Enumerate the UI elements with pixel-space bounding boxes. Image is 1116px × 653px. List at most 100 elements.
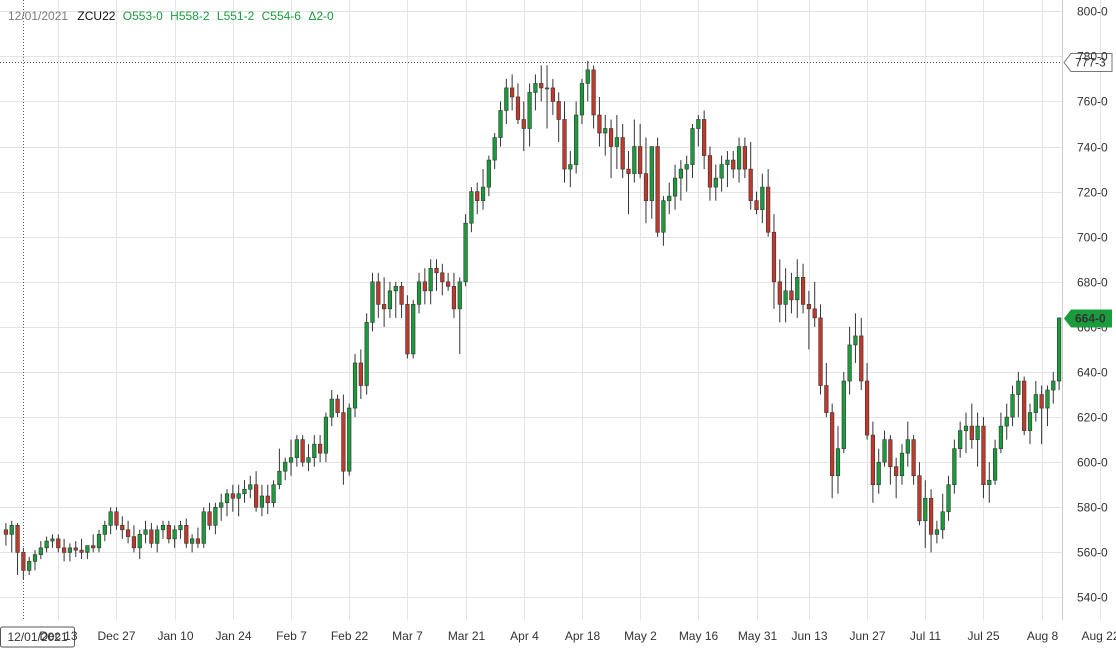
candle[interactable] (597, 96, 602, 147)
candle[interactable] (760, 173, 765, 224)
candle[interactable] (824, 362, 829, 418)
candle[interactable] (579, 78, 585, 124)
candle[interactable] (480, 169, 486, 210)
candle[interactable] (265, 484, 270, 515)
candle[interactable] (137, 529, 142, 560)
candle[interactable] (690, 124, 695, 179)
candle[interactable] (958, 421, 963, 458)
candle[interactable] (457, 277, 462, 354)
candle[interactable] (655, 137, 660, 237)
candle[interactable] (382, 277, 387, 327)
candle[interactable] (306, 444, 311, 472)
candle[interactable] (853, 313, 858, 363)
candle[interactable] (318, 435, 323, 463)
candle[interactable] (510, 74, 515, 111)
candle[interactable] (149, 523, 154, 548)
candle[interactable] (923, 480, 928, 548)
candle[interactable] (696, 114, 701, 147)
candle[interactable] (544, 65, 550, 129)
candle[interactable] (341, 394, 346, 485)
candle[interactable] (672, 164, 678, 210)
candle[interactable] (1039, 385, 1044, 445)
candle[interactable] (155, 525, 160, 553)
candle[interactable] (213, 502, 218, 535)
candle[interactable] (521, 101, 526, 152)
candle[interactable] (67, 543, 73, 562)
candle[interactable] (323, 412, 329, 463)
candle[interactable] (277, 448, 282, 490)
candle[interactable] (259, 484, 265, 517)
candle[interactable] (766, 169, 771, 237)
candle[interactable] (882, 430, 887, 467)
candle[interactable] (329, 390, 334, 427)
candle[interactable] (224, 489, 230, 517)
candle[interactable] (1051, 372, 1056, 404)
candle[interactable] (917, 462, 922, 526)
candle[interactable] (731, 151, 736, 179)
candle[interactable] (591, 65, 596, 129)
candle[interactable] (620, 124, 625, 179)
candle[interactable] (736, 137, 742, 183)
candle[interactable] (684, 155, 689, 192)
candle[interactable] (847, 326, 852, 395)
candle[interactable] (125, 520, 131, 544)
candle[interactable] (393, 281, 398, 318)
candle[interactable] (969, 403, 974, 449)
candle[interactable] (806, 290, 811, 350)
candle[interactable] (1016, 372, 1021, 418)
candle[interactable] (1045, 385, 1050, 427)
candle[interactable] (434, 259, 439, 291)
candle[interactable] (812, 281, 817, 327)
candle[interactable] (1010, 385, 1015, 427)
candle[interactable] (201, 507, 206, 548)
candle[interactable] (131, 525, 137, 553)
candle[interactable] (312, 435, 317, 467)
candle[interactable] (492, 133, 497, 170)
candle[interactable] (818, 304, 823, 395)
candle[interactable] (166, 520, 171, 544)
candle[interactable] (643, 137, 649, 224)
candle[interactable] (190, 534, 195, 553)
candle[interactable] (783, 268, 788, 323)
candle[interactable] (463, 214, 468, 287)
candle[interactable] (399, 281, 404, 318)
candle[interactable] (771, 214, 777, 309)
candle[interactable] (219, 493, 224, 521)
candle[interactable] (288, 439, 294, 476)
candle[interactable] (946, 475, 951, 521)
candle[interactable] (61, 538, 67, 562)
candle[interactable] (294, 435, 299, 467)
candle[interactable] (236, 484, 241, 517)
candle[interactable] (539, 65, 544, 102)
candle[interactable] (283, 457, 288, 481)
candle[interactable] (963, 412, 969, 454)
candle[interactable] (533, 74, 538, 111)
candle[interactable] (1004, 403, 1009, 440)
candle[interactable] (9, 520, 14, 553)
candle[interactable] (608, 119, 614, 179)
candle[interactable] (678, 160, 683, 201)
candle[interactable] (376, 272, 381, 318)
candle[interactable] (475, 182, 480, 215)
candle[interactable] (38, 541, 43, 560)
candle[interactable] (411, 299, 416, 359)
candle[interactable] (405, 295, 410, 359)
candle[interactable] (800, 263, 806, 314)
candle[interactable] (242, 480, 247, 503)
candle[interactable] (358, 349, 363, 400)
candle[interactable] (928, 489, 934, 553)
candle[interactable] (50, 534, 55, 548)
candle[interactable] (102, 520, 107, 542)
candle[interactable] (486, 155, 491, 197)
candle[interactable] (527, 83, 532, 147)
candle[interactable] (940, 493, 945, 539)
candle[interactable] (934, 520, 940, 544)
candle[interactable] (504, 78, 509, 124)
candle[interactable] (992, 439, 998, 485)
candle[interactable] (73, 541, 78, 557)
candle[interactable] (120, 516, 125, 539)
candle[interactable] (1056, 317, 1062, 391)
candle[interactable] (888, 435, 893, 485)
candle[interactable] (79, 538, 84, 560)
